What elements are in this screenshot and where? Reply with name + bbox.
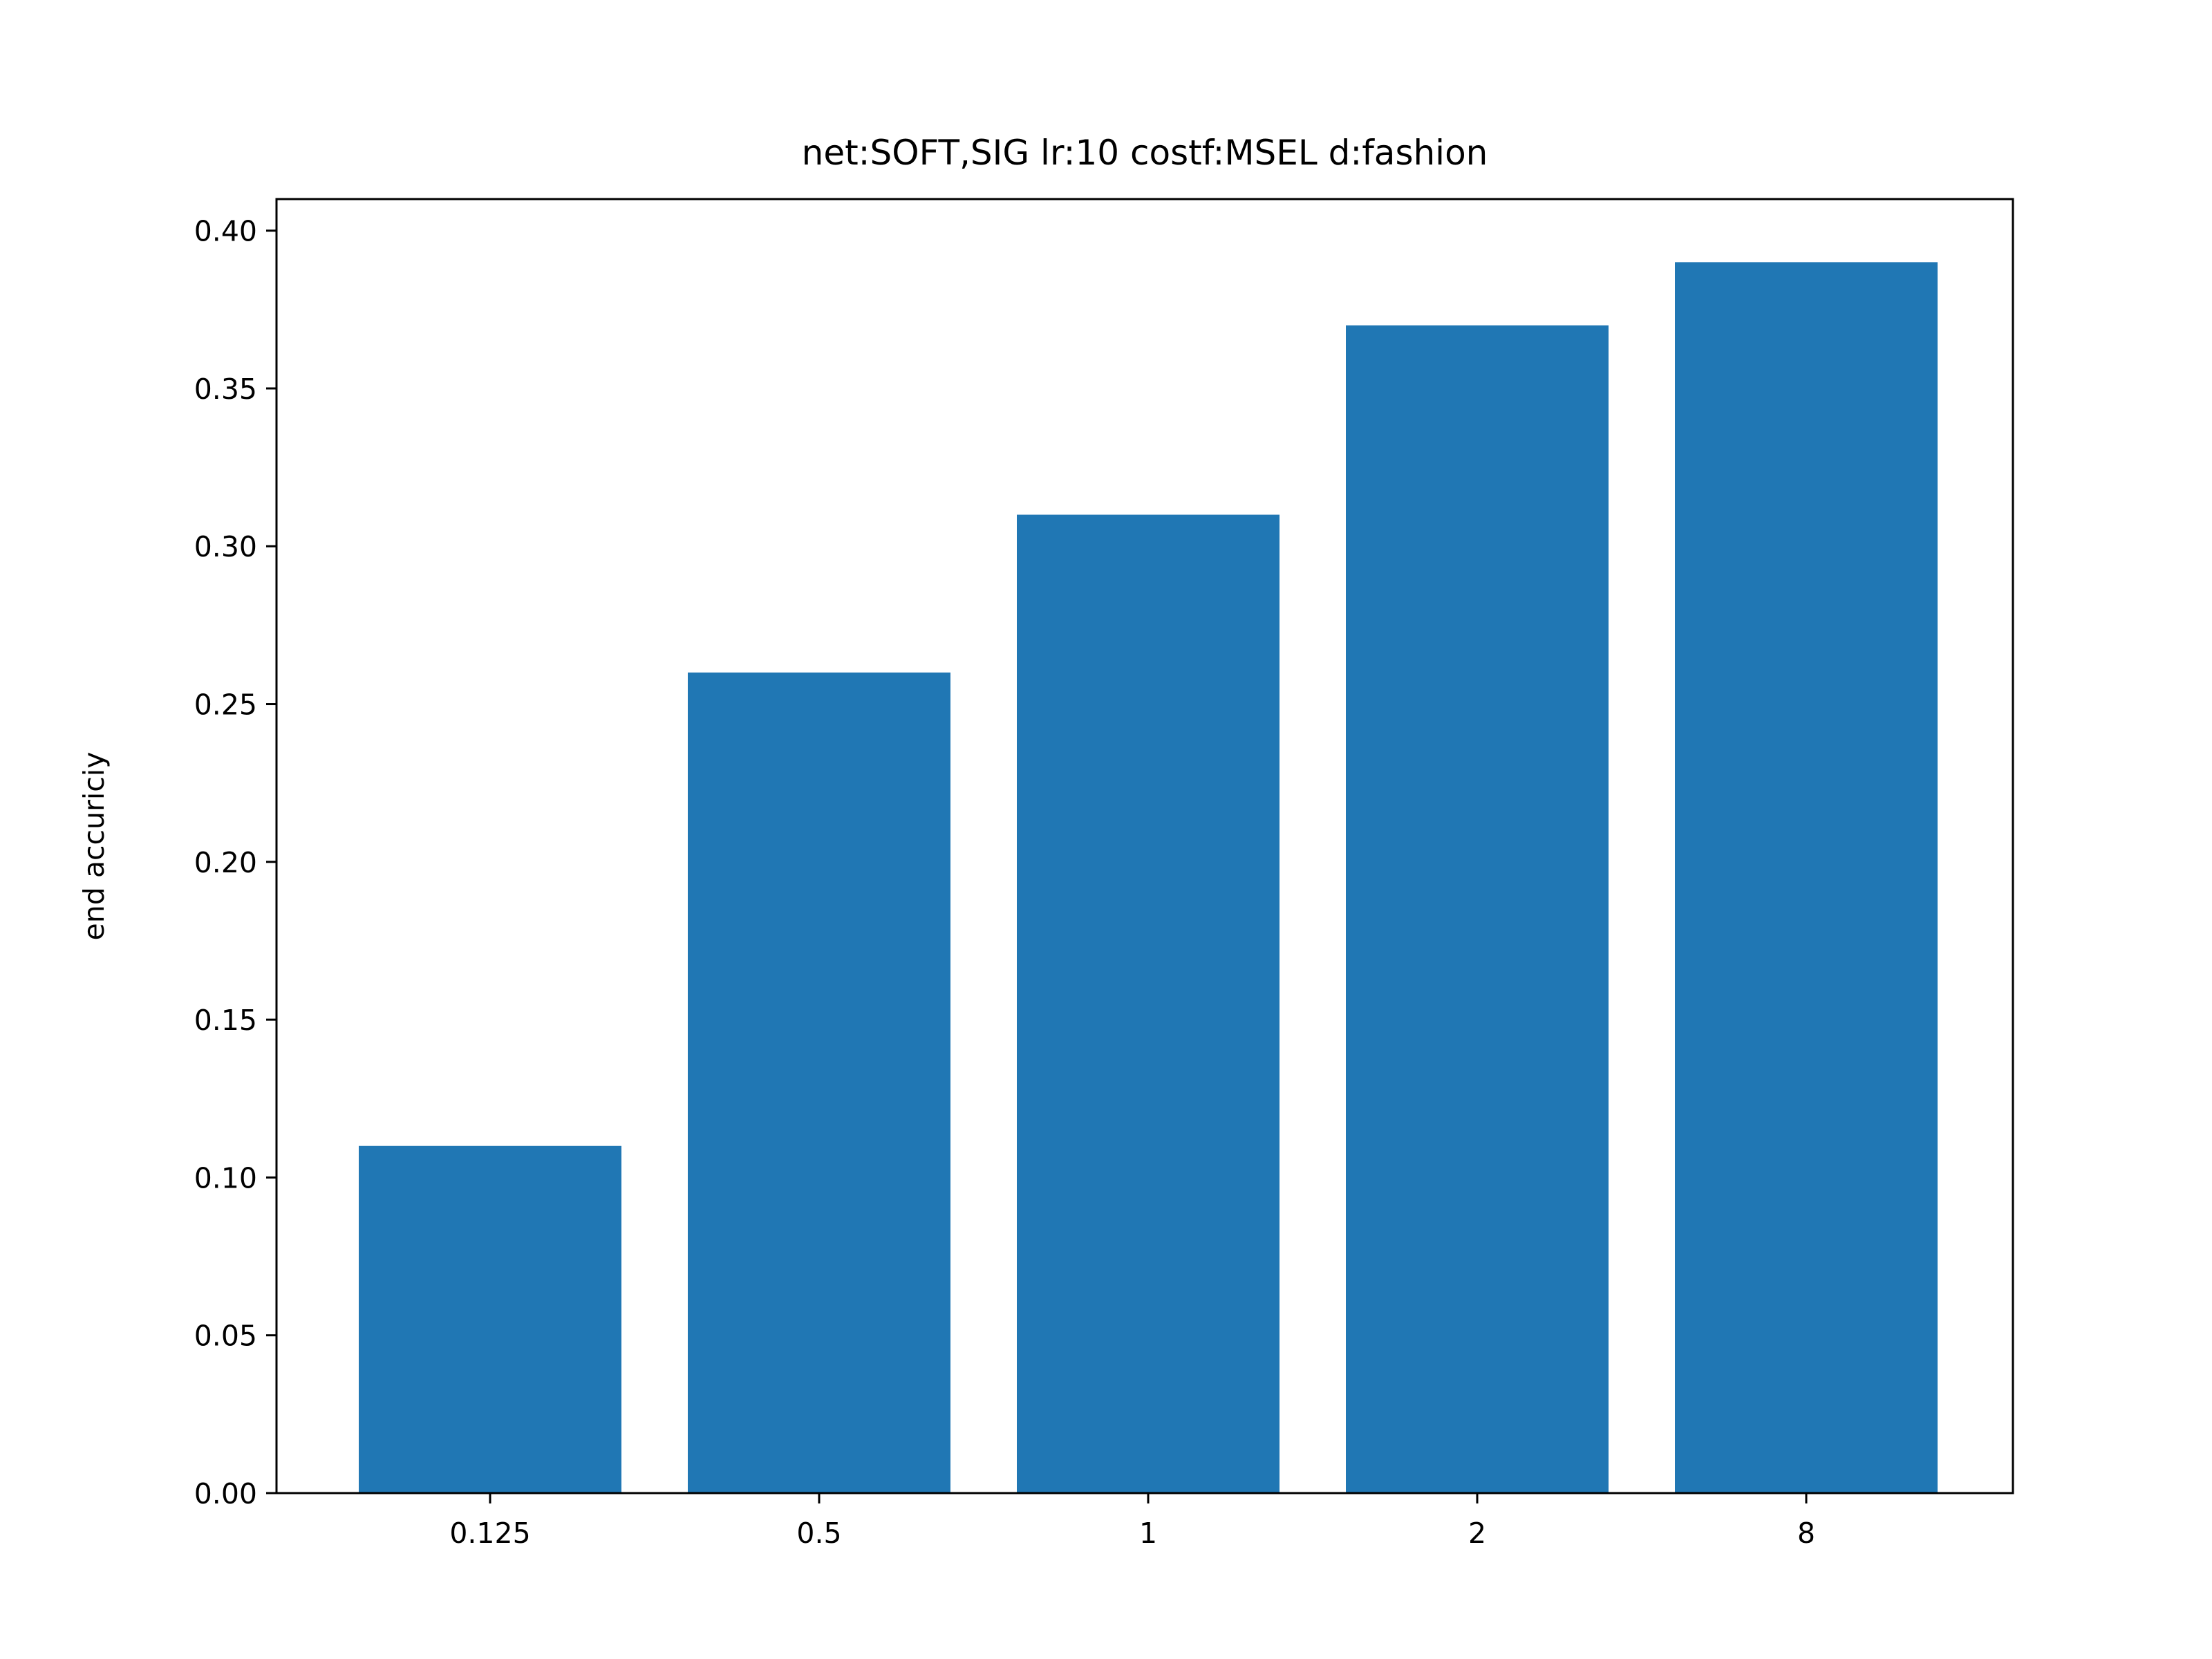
- y-tick-label: 0.05: [194, 1320, 257, 1353]
- x-tick-label: 8: [1797, 1517, 1815, 1550]
- chart-title: net:SOFT,SIG lr:10 costf:MSEL d:fashion: [802, 133, 1488, 173]
- bar-0.125: [359, 1145, 621, 1493]
- x-axis-ticks: 0.125 0.5 1 2 8: [449, 1493, 1815, 1550]
- y-tick-label: 0.20: [194, 846, 257, 879]
- y-tick-label: 0.25: [194, 688, 257, 722]
- plot-frame: [275, 198, 2014, 1494]
- x-tick-label: 1: [1139, 1517, 1157, 1550]
- bar-8: [1675, 262, 1938, 1493]
- y-tick-label: 0.35: [194, 373, 257, 406]
- y-tick-label: 0.30: [194, 530, 257, 563]
- bar-1: [1017, 514, 1280, 1493]
- y-tick-label: 0.00: [194, 1477, 257, 1510]
- y-tick-label: 0.40: [194, 215, 257, 248]
- bar-2: [1346, 325, 1609, 1493]
- x-tick-label: 0.5: [796, 1517, 841, 1550]
- y-tick-label: 0.15: [194, 1004, 257, 1037]
- x-tick-label: 2: [1468, 1517, 1486, 1550]
- y-tick-label: 0.10: [194, 1161, 257, 1194]
- y-axis-ticks: 0.00 0.05 0.10 0.15 0.20 0.25 0.30 0.35 0.40: [194, 215, 276, 1510]
- bars-group: [359, 262, 1938, 1493]
- x-tick-label: 0.125: [449, 1517, 530, 1550]
- y-axis-label: end accuriciy: [77, 752, 111, 941]
- bar-0.5: [688, 672, 950, 1493]
